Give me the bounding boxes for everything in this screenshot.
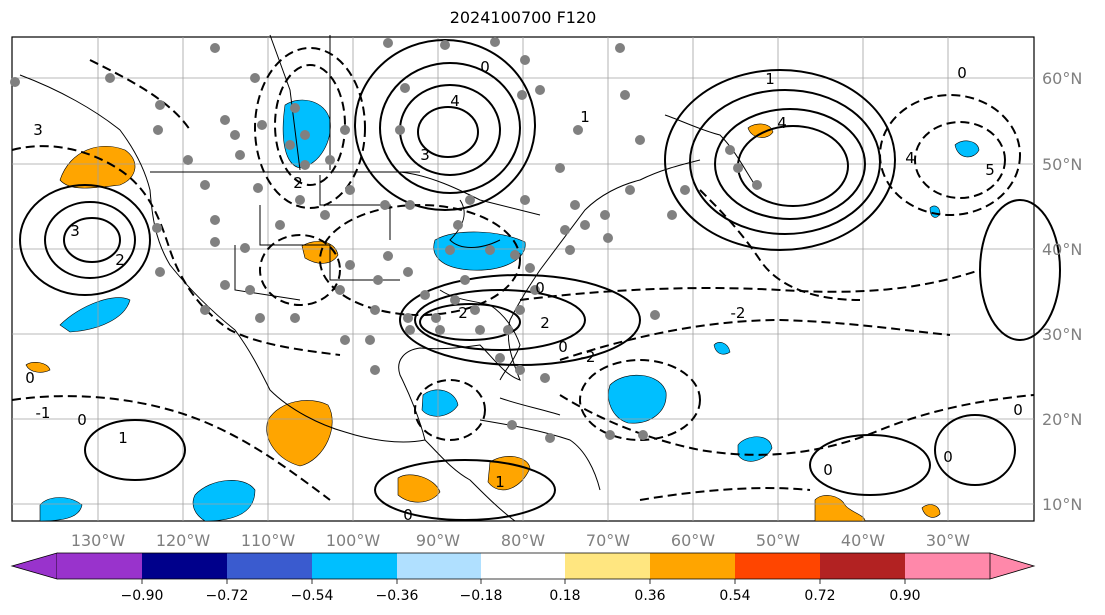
shade-blue-mid-atlantic [954, 140, 980, 158]
colorbar-segment [905, 553, 990, 579]
contour-label: 0 [480, 58, 490, 76]
lon-label: 60°W [671, 531, 715, 550]
latitude-axis-labels: 60°N 50°N 40°N 30°N 20°N 10°N [1042, 69, 1082, 514]
contours-dashed [11, 47, 1035, 501]
contour-label: 0 [943, 448, 953, 466]
contour-label: -2 [581, 348, 596, 366]
colorbar-tick-label: −0.36 [376, 588, 419, 604]
contour-label: 1 [765, 70, 775, 88]
colorbar-tick-label: −0.72 [206, 588, 249, 604]
colorbar-tick-label: −0.90 [121, 588, 164, 604]
contour-label: 1 [118, 429, 128, 447]
colorbar-segment [142, 553, 227, 579]
contour-label: 0 [535, 279, 545, 297]
contour-label: 1 [495, 473, 505, 491]
lon-label: 90°W [416, 531, 460, 550]
shade-blue-small-1 [929, 205, 941, 218]
lon-label: 30°W [926, 531, 970, 550]
shade-blue-gulf [421, 389, 459, 417]
coastlines-and-borders [19, 34, 756, 522]
shade-blue-pacific-sw [39, 497, 83, 522]
contour-label: 0 [25, 369, 35, 387]
contour-label: 0 [77, 411, 87, 429]
colorbar-tick-label: 0.90 [889, 588, 920, 604]
lat-label: 60°N [1042, 69, 1082, 88]
shade-orange-equatorial-1 [814, 495, 866, 522]
colorbar-tick-label: −0.18 [460, 588, 503, 604]
station-markers [10, 37, 762, 443]
lon-label: 130°W [71, 531, 126, 550]
contour-label: 1 [580, 108, 590, 126]
lon-label: 100°W [326, 531, 381, 550]
colorbar-segment [820, 553, 905, 579]
shaded-anomaly-regions [25, 99, 980, 522]
contour-label: -2 [731, 304, 746, 322]
colorbar-tick-label: −0.54 [291, 588, 334, 604]
lon-label: 110°W [241, 531, 296, 550]
colorbar-tick-label: 0.72 [804, 588, 835, 604]
colorbar-segment [735, 553, 820, 579]
colorbar-segment [481, 553, 565, 579]
colorbar-segment [650, 553, 735, 579]
contour-label: 2 [458, 304, 468, 322]
lon-label: 40°W [841, 531, 885, 550]
contour-label: 0 [823, 461, 833, 479]
contour-label: 2 [293, 174, 303, 192]
longitude-axis-labels: 130°W 120°W 110°W 100°W 90°W 80°W 70°W 6… [71, 531, 970, 550]
shade-orange-central-america [397, 474, 441, 503]
colorbar: −0.90 −0.72 −0.54 −0.36 −0.18 0.18 0.36 … [10, 552, 1036, 604]
contour-label: 0 [1013, 401, 1023, 419]
lat-label: 10°N [1042, 495, 1082, 514]
lat-label: 40°N [1042, 240, 1082, 259]
colorbar-segment [312, 553, 397, 579]
lon-label: 80°W [501, 531, 545, 550]
shade-blue-small-2 [713, 342, 731, 355]
contour-label: 0 [403, 506, 413, 524]
lat-label: 30°N [1042, 325, 1082, 344]
contour-value-labels: 4 0 3 4 1 3 2 2 0 -2 1 -1 0 0 0 5 4 0 3 … [25, 58, 1023, 524]
shade-orange-equatorial-2 [921, 504, 941, 518]
lat-label: 20°N [1042, 410, 1082, 429]
colorbar-segment [565, 553, 650, 579]
contour-label: 4 [905, 149, 915, 167]
lon-label: 120°W [156, 531, 211, 550]
map-title: 2024100700 F120 [449, 8, 597, 27]
shade-orange-small-pacific [25, 361, 51, 373]
contour-label: 0 [558, 338, 568, 356]
contour-label: -1 [36, 404, 51, 422]
contour-label: 4 [777, 114, 787, 132]
contour-label: 3 [33, 121, 43, 139]
shade-blue-pacific-south [192, 480, 256, 522]
colorbar-extend-high [989, 552, 1036, 580]
shade-orange-newfoundland [747, 123, 774, 138]
shade-blue-pacific [59, 297, 131, 333]
shade-orange-mexico [266, 400, 333, 467]
lon-label: 50°W [756, 531, 800, 550]
contour-label: 2 [540, 314, 550, 332]
contour-label: 3 [70, 222, 80, 240]
contour-label: 0 [957, 64, 967, 82]
colorbar-tick-label: 0.18 [549, 588, 580, 604]
contour-label: 3 [420, 146, 430, 164]
colorbar-extend-low [10, 552, 58, 580]
colorbar-segment [227, 553, 312, 579]
lon-label: 70°W [586, 531, 630, 550]
contour-label: 5 [985, 161, 995, 179]
contours-solid [19, 39, 1061, 521]
colorbar-tick-label: 0.36 [634, 588, 665, 604]
lat-label: 50°N [1042, 155, 1082, 174]
contour-label: 4 [450, 92, 460, 110]
contour-label: 2 [115, 251, 125, 269]
shade-orange-caribbean-south [487, 456, 531, 491]
colorbar-segment [397, 553, 481, 579]
colorbar-tick-label: 0.54 [719, 588, 750, 604]
shade-blue-atlantic [608, 374, 667, 424]
map-panel: 4 0 3 4 1 3 2 2 0 -2 1 -1 0 0 0 5 4 0 3 … [10, 34, 1061, 524]
colorbar-segment [57, 553, 142, 579]
